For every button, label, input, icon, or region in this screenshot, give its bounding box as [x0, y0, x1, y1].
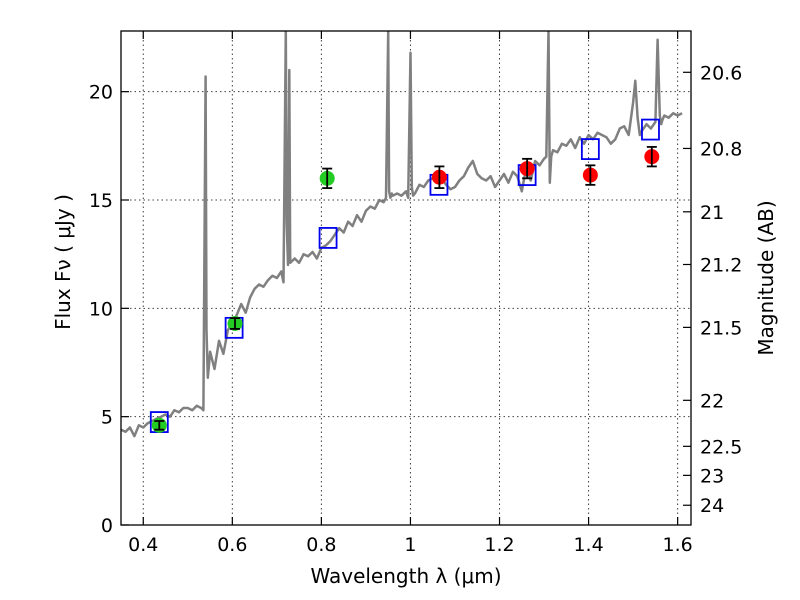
x-tick-label: 0.6: [217, 534, 247, 556]
magnitude-tick-label: 20.8: [700, 138, 742, 160]
model-spectrum-line: [121, 31, 683, 438]
plot-area: [121, 31, 683, 438]
x-tick-label: 0.4: [128, 534, 158, 556]
y-tick-label: 0: [101, 515, 113, 537]
magnitude-tick-label: 21: [700, 202, 724, 224]
x-tick-label: 0.8: [306, 534, 336, 556]
y-tick-label: 5: [101, 407, 113, 429]
model-flux-box: [580, 138, 600, 160]
y-tick-label: 20: [89, 82, 113, 104]
x-tick-label: 1: [404, 534, 416, 556]
y-tick-label: 15: [89, 190, 113, 212]
axis-ticks: 0.4 0.6 0.8 1 1.2 1.4 1.6 0 5 10 15 20 20.6 20.8 21 21.…: [89, 31, 742, 556]
x-tick-label: 1.2: [484, 534, 514, 556]
y-axis-label: Flux Fν ( μJy ): [51, 194, 75, 330]
x-axis-label: Wavelength λ (μm): [310, 564, 501, 588]
plot-frame: [120, 30, 692, 526]
magnitude-tick-label: 20.6: [700, 62, 742, 84]
magnitude-tick-label: 22.5: [700, 436, 742, 458]
magnitude-tick-label: 21.5: [700, 317, 742, 339]
magnitude-tick-label: 24: [700, 495, 724, 517]
magnitude-tick-label: 23: [700, 465, 724, 487]
photometry-markers: [149, 118, 660, 433]
x-tick-label: 1.4: [573, 534, 603, 556]
x-tick-label: 1.6: [663, 534, 693, 556]
model-flux-box: [641, 118, 660, 141]
y-tick-label: 10: [89, 298, 113, 320]
magnitude-tick-label: 21.2: [700, 254, 742, 276]
magnitude-tick-label: 22: [700, 390, 724, 412]
magnitude-axis-label: Magnitude (AB): [754, 200, 778, 355]
model-flux-box: [318, 227, 338, 249]
